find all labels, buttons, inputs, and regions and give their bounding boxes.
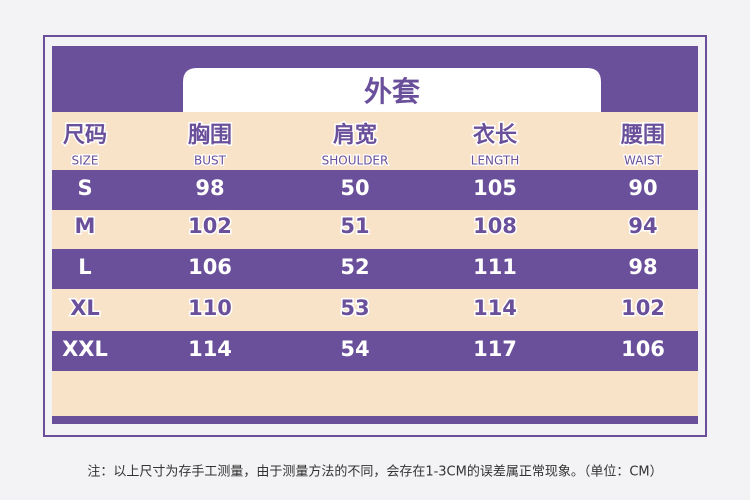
cell: 98 — [195, 176, 224, 200]
cell: 102 — [188, 214, 232, 238]
cell: 117 — [473, 337, 517, 361]
title: 外套 — [364, 75, 421, 108]
cell: 105 — [473, 176, 517, 200]
cell: 111 — [473, 255, 517, 279]
cell: 94 — [628, 214, 657, 238]
cell: 53 — [340, 296, 369, 320]
outer-frame — [43, 35, 707, 437]
cell: 54 — [340, 337, 369, 361]
column-subtitle: BUST — [194, 154, 227, 168]
cell: 50 — [340, 176, 369, 200]
column-subtitle: LENGTH — [471, 154, 519, 168]
cell: 114 — [188, 337, 232, 361]
cell: 114 — [473, 296, 517, 320]
column-title: 胸围 — [188, 122, 232, 148]
cell: 106 — [188, 255, 232, 279]
column-title: 肩宽 — [333, 122, 377, 148]
column-title: 衣长 — [473, 122, 518, 148]
row-band — [52, 331, 698, 371]
row-band — [52, 170, 698, 210]
column-title: 腰围 — [620, 123, 665, 148]
cell: 98 — [628, 255, 657, 279]
row-band — [52, 249, 698, 289]
cell: 90 — [628, 176, 657, 200]
column-title: 尺码 — [63, 123, 107, 148]
column-subtitle: SHOULDER — [322, 154, 389, 168]
column-subtitle: WAIST — [624, 154, 663, 168]
title-tab — [183, 68, 601, 112]
cell: M — [75, 214, 96, 238]
cell: 102 — [621, 296, 665, 320]
cell: 110 — [188, 296, 232, 320]
cell: 52 — [340, 255, 369, 279]
cell: XXL — [62, 337, 108, 361]
cell: 51 — [340, 214, 369, 238]
cell: S — [77, 176, 92, 200]
column-subtitle: SIZE — [72, 154, 99, 168]
cell: L — [78, 255, 91, 279]
table: 尺码 SIZE 胸围 BUST 肩宽 SHOULDER 衣长 LENGTH 腰围 WAIST S 98… — [52, 121, 698, 371]
cell: 108 — [473, 214, 517, 238]
cell: 106 — [621, 337, 665, 361]
note: 注：以上尺寸为存手工测量，由于测量方法的不同，会存在1-3CM的误差属正常现象。… — [87, 464, 662, 480]
cell: XL — [70, 296, 100, 320]
